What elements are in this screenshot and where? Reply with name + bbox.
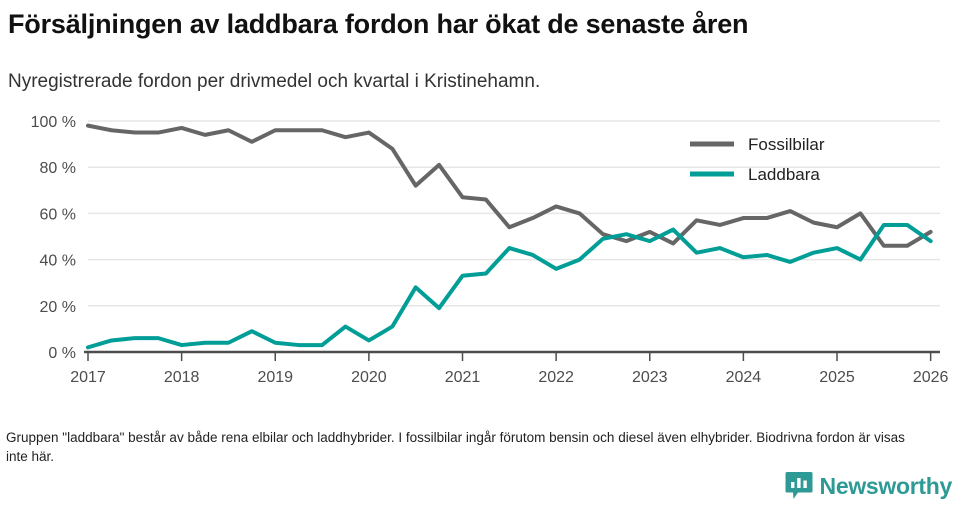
brand-name: Newsworthy [819, 472, 953, 499]
series-line-fossilbilar [86, 123, 933, 248]
legend-label: Laddbara [748, 165, 820, 184]
footnote: Gruppen "laddbara" består av både rena e… [6, 430, 905, 464]
y-axis-tick-label: 80 % [40, 160, 76, 177]
chart-legend: Fossilbilar Laddbara [690, 135, 825, 184]
x-axis-tick-label: 2019 [257, 369, 293, 386]
y-axis-tick-label: 100 % [31, 114, 76, 131]
chart-svg: 0 % 20 % 40 % 60 % 80 % 100 % 2017 2018 2019 202… [31, 114, 949, 386]
series-lines [86, 123, 933, 350]
page-subtitle: Nyregistrerade fordon per drivmedel och … [8, 71, 541, 92]
x-axis-tick-label: 2021 [445, 369, 481, 386]
x-axis-tick-label: 2020 [351, 369, 387, 386]
series-line-laddbara [86, 222, 933, 350]
legend-label: Fossilbilar [748, 135, 825, 154]
x-axis-tick-label: 2017 [70, 369, 106, 386]
x-axis: 2017 2018 2019 2020 2021 2022 2023 2024 2025 2026 [70, 352, 949, 386]
line-chart: 0 % 20 % 40 % 60 % 80 % 100 % 2017 2018 2019 202… [0, 106, 960, 396]
x-axis-tick-label: 2025 [819, 369, 855, 386]
x-axis-tick-label: 2022 [538, 369, 574, 386]
x-axis-tick-label: 2023 [632, 369, 668, 386]
x-axis-tick-label: 2018 [164, 369, 200, 386]
y-axis-tick-label: 0 % [48, 345, 76, 362]
newsworthy-logo: Newsworthy [785, 470, 952, 502]
y-axis-tick-label: 60 % [40, 206, 76, 223]
y-axis-tick-labels: 0 % 20 % 40 % 60 % 80 % 100 % [31, 114, 76, 362]
page-title: Försäljningen av laddbara fordon har öka… [8, 9, 749, 39]
bar-chart-bubble-icon [785, 472, 813, 499]
y-axis-tick-label: 40 % [40, 253, 76, 270]
y-axis-tick-label: 20 % [40, 299, 76, 316]
x-axis-tick-label: 2024 [726, 369, 762, 386]
x-axis-tick-label: 2026 [913, 369, 949, 386]
gridlines [84, 120, 940, 354]
